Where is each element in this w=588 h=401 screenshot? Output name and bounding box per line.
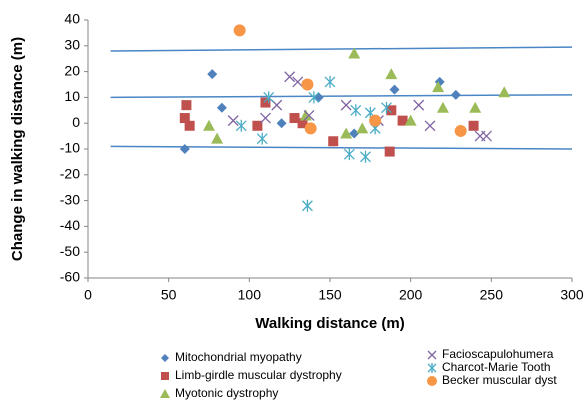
point bbox=[397, 115, 408, 126]
point bbox=[498, 86, 511, 98]
point bbox=[301, 78, 314, 91]
point bbox=[385, 68, 398, 80]
point bbox=[256, 132, 268, 145]
y-tick-label: 10 bbox=[64, 88, 80, 104]
point bbox=[454, 124, 467, 137]
y-tick-label: 30 bbox=[64, 37, 80, 53]
point bbox=[436, 101, 449, 113]
point bbox=[356, 122, 369, 134]
point bbox=[481, 130, 492, 142]
y-tick-label: -50 bbox=[60, 243, 80, 259]
point bbox=[216, 102, 227, 113]
legend-label: Becker muscular dyst bbox=[442, 373, 557, 387]
point bbox=[450, 89, 461, 100]
x-tick-label: 300 bbox=[560, 287, 584, 303]
point bbox=[343, 148, 355, 161]
y-tick-label: 40 bbox=[64, 11, 80, 27]
point bbox=[227, 115, 239, 127]
point bbox=[324, 75, 336, 88]
x-tick-label: 0 bbox=[84, 287, 92, 303]
point bbox=[203, 119, 215, 131]
point bbox=[235, 119, 247, 132]
y-tick-label: -60 bbox=[60, 269, 80, 285]
point bbox=[350, 104, 362, 117]
x-tick-label: 250 bbox=[480, 287, 504, 303]
point bbox=[349, 128, 360, 139]
legend-marker bbox=[427, 363, 437, 373]
x-tick-label: 50 bbox=[161, 287, 177, 303]
point bbox=[468, 120, 479, 131]
x-tick-label: 100 bbox=[238, 287, 262, 303]
y-axis-title: Change in walking distance (m) bbox=[9, 37, 26, 261]
point bbox=[369, 114, 382, 127]
reference-line bbox=[110, 46, 573, 52]
y-tick-label: -10 bbox=[60, 140, 80, 156]
y-tick-label: -20 bbox=[60, 166, 80, 182]
legend-label: Facioscapulohumera bbox=[442, 347, 554, 361]
reference-line bbox=[110, 94, 573, 99]
point bbox=[207, 69, 218, 80]
point bbox=[348, 47, 361, 59]
point bbox=[432, 81, 445, 93]
point bbox=[469, 101, 482, 113]
point bbox=[304, 122, 317, 135]
point bbox=[340, 127, 353, 139]
point bbox=[233, 24, 246, 37]
point bbox=[252, 120, 263, 131]
legend-marker bbox=[427, 376, 437, 386]
point bbox=[299, 109, 312, 121]
point bbox=[179, 113, 190, 124]
point bbox=[184, 120, 195, 131]
point bbox=[340, 99, 352, 111]
point bbox=[211, 132, 224, 144]
point bbox=[260, 97, 271, 108]
point bbox=[424, 120, 436, 132]
point bbox=[297, 118, 308, 129]
legend-marker bbox=[427, 350, 437, 360]
legend-marker bbox=[161, 372, 169, 380]
y-tick-label: 0 bbox=[72, 114, 80, 130]
point bbox=[260, 112, 271, 124]
point bbox=[303, 110, 315, 121]
legend-label: Mitochondrial myopathy bbox=[175, 350, 302, 364]
point bbox=[404, 114, 417, 126]
point bbox=[313, 92, 324, 103]
point bbox=[381, 101, 392, 114]
point bbox=[276, 118, 287, 129]
point bbox=[328, 136, 339, 147]
reference-line bbox=[110, 145, 573, 150]
legend-label: Charcot-Marie Tooth bbox=[442, 360, 551, 374]
x-tick-label: 150 bbox=[318, 287, 342, 303]
point bbox=[386, 105, 397, 116]
point bbox=[263, 91, 275, 104]
x-axis-title: Walking distance (m) bbox=[255, 315, 404, 332]
point bbox=[308, 91, 320, 104]
point bbox=[413, 99, 425, 111]
point bbox=[360, 150, 371, 163]
point bbox=[181, 100, 192, 111]
legend-label: Limb-girdle muscular dystrophy bbox=[175, 368, 342, 382]
legend-marker bbox=[161, 354, 169, 362]
point bbox=[384, 146, 395, 157]
y-tick-label: 20 bbox=[64, 62, 80, 78]
point bbox=[284, 71, 296, 83]
point bbox=[289, 113, 300, 124]
point bbox=[179, 144, 190, 154]
legend-label: Myotonic dystrophy bbox=[175, 386, 278, 400]
point bbox=[301, 199, 313, 212]
y-tick-label: -30 bbox=[60, 191, 80, 207]
point bbox=[292, 76, 304, 88]
legend-marker bbox=[160, 389, 170, 398]
y-tick-label: -40 bbox=[60, 217, 80, 233]
x-tick-label: 200 bbox=[399, 287, 423, 303]
point bbox=[389, 84, 400, 95]
